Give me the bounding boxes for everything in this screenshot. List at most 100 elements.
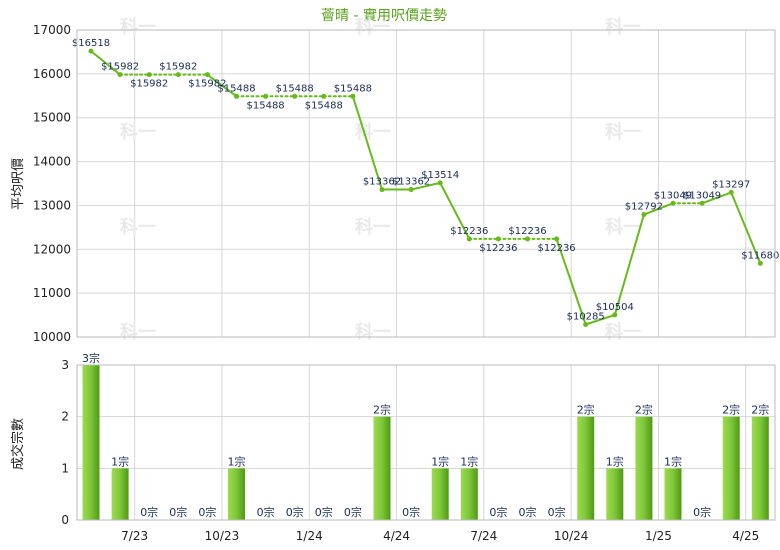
price-y-tick-label: 11000 [33, 286, 71, 300]
price-line-segment [206, 73, 238, 98]
volume-data-label: 0宗 [489, 505, 507, 519]
x-tick-label: 4/25 [732, 529, 759, 543]
volume-data-label: 1宗 [460, 454, 478, 468]
price-point [292, 93, 298, 99]
price-data-label: $15488 [334, 83, 372, 94]
price-data-label: $15982 [188, 79, 226, 90]
price-data-label: $15982 [159, 62, 197, 73]
watermark: 科一 [120, 216, 156, 238]
volume-y-tick-label: 1 [61, 461, 69, 475]
volume-bar [111, 468, 129, 520]
price-data-label: $13049 [654, 190, 692, 201]
volume-y-tick-label: 2 [61, 410, 69, 424]
price-panel-frame [76, 29, 776, 338]
price-point [699, 200, 705, 206]
volume-data-label: 0宗 [693, 505, 711, 519]
volume-data-label: 3宗 [82, 351, 100, 365]
price-point [495, 236, 501, 242]
volume-bar [664, 468, 682, 520]
volume-bar [722, 416, 740, 520]
volume-y-tick-label: 3 [61, 358, 69, 372]
volume-data-label: 2宗 [373, 403, 391, 417]
watermark: 科一 [605, 321, 641, 343]
volume-bar [635, 416, 653, 520]
volume-bar [431, 468, 449, 520]
price-data-label: $15488 [305, 100, 343, 111]
volume-data-label: 0宗 [344, 505, 362, 519]
volume-bar [82, 365, 100, 520]
price-data-label: $13297 [712, 179, 750, 190]
x-tick-label: 4/24 [383, 529, 410, 543]
price-data-label: $10504 [596, 302, 634, 313]
volume-data-label: 0宗 [402, 505, 420, 519]
volume-bar [606, 468, 624, 520]
x-tick-label: 1/24 [296, 529, 323, 543]
price-line-segment [410, 181, 441, 191]
x-tick-label: 7/23 [121, 529, 148, 543]
price-data-label: $11680 [741, 250, 779, 261]
volume-bar [228, 468, 245, 520]
volume-bar [751, 416, 769, 520]
watermark: 科一 [355, 321, 391, 343]
watermark: 科一 [605, 216, 641, 238]
price-point [408, 187, 414, 193]
price-line-segment [90, 50, 121, 76]
price-y-tick-label: 17000 [33, 23, 71, 37]
watermark: 科一 [355, 216, 391, 238]
price-data-label: $12236 [508, 226, 546, 237]
price-point [641, 212, 647, 218]
price-data-label: $15982 [130, 79, 168, 90]
price-point [757, 260, 763, 266]
volume-panel-frame [76, 364, 776, 521]
price-data-label: $12792 [625, 202, 663, 213]
volume-data-label: 0宗 [169, 505, 187, 519]
price-point [525, 236, 530, 242]
price-data-label: $15982 [101, 62, 139, 73]
volume-data-label: 0宗 [519, 505, 537, 519]
price-data-label: $12236 [450, 226, 488, 237]
x-tick-label: 10/24 [554, 529, 589, 543]
watermark: 科一 [355, 121, 391, 143]
volume-bar [460, 468, 478, 520]
price-point [321, 93, 327, 99]
volume-data-label: 1宗 [606, 454, 624, 468]
x-tick-label: 10/23 [205, 529, 240, 543]
price-data-label: $15488 [276, 83, 314, 94]
volume-data-label: 0宗 [286, 505, 304, 519]
price-y-tick-label: 14000 [33, 155, 71, 169]
price-point [379, 187, 385, 193]
volume-bar [577, 416, 595, 520]
watermark: 科一 [605, 121, 641, 143]
watermark: 科一 [605, 16, 641, 38]
price-y-tick-label: 16000 [33, 67, 71, 81]
price-point [263, 93, 269, 99]
price-line-segment [643, 202, 674, 216]
price-point [466, 236, 472, 242]
volume-data-label: 1宗 [111, 454, 129, 468]
volume-data-label: 0宗 [198, 505, 216, 519]
watermark: 科一 [120, 121, 156, 143]
volume-data-label: 1宗 [664, 454, 682, 468]
price-point [670, 200, 676, 206]
price-point [88, 48, 94, 54]
price-data-label: $13049 [683, 190, 721, 201]
price-point [146, 72, 152, 78]
price-point [583, 322, 589, 328]
price-line-segment [585, 313, 616, 326]
price-point [117, 72, 123, 78]
price-line-segment [351, 96, 383, 190]
watermark: 科一 [120, 16, 156, 38]
price-y-tick-label: 10000 [33, 330, 71, 344]
price-line-segment [701, 191, 732, 205]
volume-data-label: 2宗 [635, 403, 653, 417]
price-point [350, 93, 356, 99]
watermark: 科一 [120, 321, 156, 343]
x-tick-label: 7/24 [470, 529, 497, 543]
volume-data-label: 0宗 [315, 505, 333, 519]
price-y-tick-label: 13000 [33, 198, 71, 212]
volume-data-label: 2宗 [577, 403, 595, 417]
volume-data-label: 1宗 [228, 454, 246, 468]
price-point [234, 93, 239, 99]
